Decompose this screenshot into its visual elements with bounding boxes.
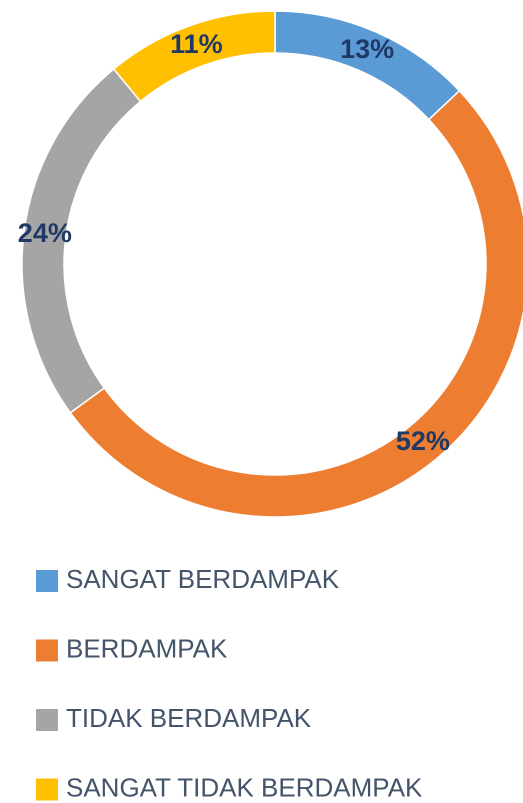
legend-swatch <box>36 778 58 801</box>
legend-swatch <box>36 709 58 731</box>
data-label: 24% <box>18 218 72 248</box>
donut-segment <box>69 89 523 518</box>
data-label: 52% <box>396 426 450 456</box>
donut-segment <box>112 10 276 103</box>
data-label: 13% <box>340 34 394 64</box>
legend-swatch <box>36 639 58 662</box>
legend-label: TIDAK BERDAMPAK <box>66 703 312 733</box>
legend-label: BERDAMPAK <box>66 633 228 663</box>
donut-segment <box>274 10 461 121</box>
legend-swatch <box>36 570 58 592</box>
data-label: 11% <box>170 29 223 59</box>
legend-label: SANGAT TIDAK BERDAMPAK <box>66 772 423 802</box>
legend-label: SANGAT BERDAMPAK <box>66 564 340 594</box>
